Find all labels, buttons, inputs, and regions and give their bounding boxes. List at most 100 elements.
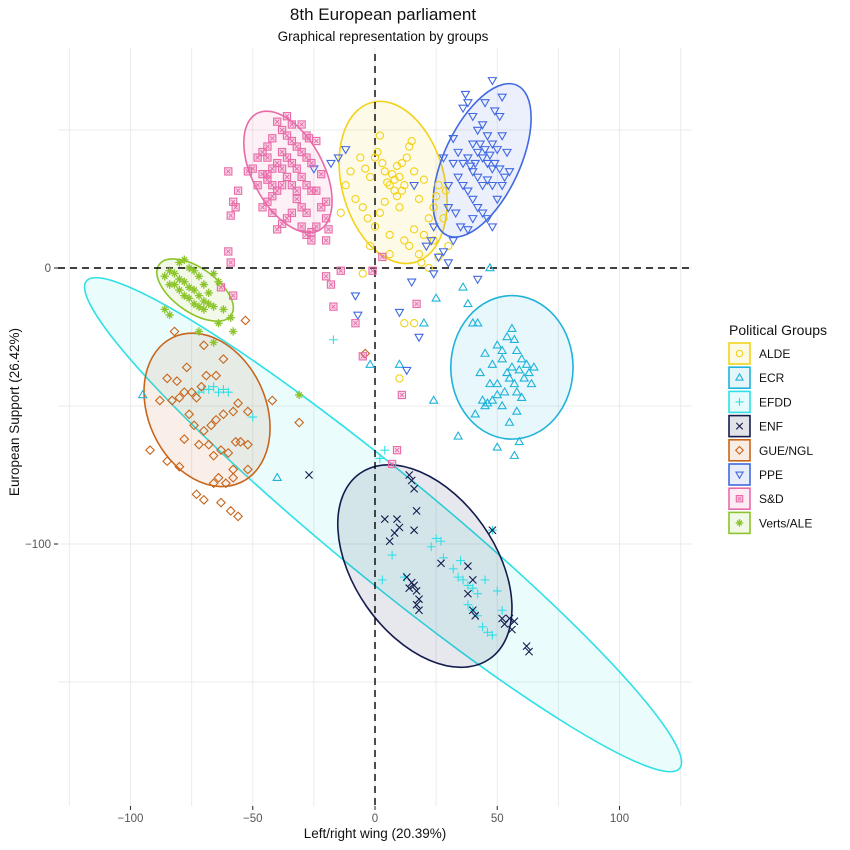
legend-marker-icon xyxy=(735,349,744,358)
data-point xyxy=(224,247,233,256)
data-point xyxy=(394,308,405,318)
data-point xyxy=(165,266,174,275)
data-point xyxy=(312,186,321,195)
data-point xyxy=(492,195,503,205)
data-point xyxy=(352,311,363,321)
data-point xyxy=(406,278,417,288)
data-point xyxy=(228,406,239,417)
data-point xyxy=(268,192,277,201)
series-alde xyxy=(336,131,453,383)
data-point xyxy=(287,136,297,146)
data-point xyxy=(282,112,292,121)
data-point xyxy=(472,204,483,213)
data-point xyxy=(400,236,409,245)
data-point xyxy=(463,589,472,598)
data-point xyxy=(487,359,498,368)
data-point xyxy=(409,181,420,191)
data-point xyxy=(424,263,433,273)
data-point xyxy=(522,642,531,651)
data-point xyxy=(294,417,305,428)
data-point xyxy=(180,255,189,264)
data-point xyxy=(302,153,311,162)
data-point xyxy=(385,537,394,546)
data-point xyxy=(383,178,392,187)
data-point xyxy=(375,131,385,140)
data-point xyxy=(484,262,495,272)
data-point xyxy=(273,158,282,168)
data-point xyxy=(467,140,478,150)
data-point xyxy=(509,334,520,344)
data-point xyxy=(480,146,490,155)
data-point xyxy=(436,536,446,546)
data-point xyxy=(287,158,297,168)
data-point xyxy=(482,132,493,141)
data-point xyxy=(465,162,476,172)
data-point xyxy=(317,203,326,212)
data-point xyxy=(253,181,262,190)
data-point xyxy=(392,446,402,455)
data-point xyxy=(380,445,390,455)
data-point xyxy=(363,214,372,223)
legend-title: Political Groups xyxy=(729,322,827,338)
data-point xyxy=(511,406,522,415)
data-point xyxy=(433,253,444,263)
data-point xyxy=(162,373,173,384)
data-point xyxy=(196,381,207,392)
data-point xyxy=(312,222,321,231)
data-point xyxy=(387,170,397,179)
legend-key xyxy=(728,342,751,365)
legend-marker-icon xyxy=(735,519,744,527)
data-point xyxy=(502,148,512,158)
data-point xyxy=(477,154,488,163)
data-point xyxy=(292,194,301,204)
legend-item: PPE xyxy=(728,463,783,486)
data-point xyxy=(510,617,519,626)
data-point xyxy=(394,359,405,368)
data-point xyxy=(198,425,209,436)
data-point xyxy=(223,447,234,458)
data-point xyxy=(395,374,404,383)
data-point xyxy=(385,230,394,240)
data-point xyxy=(455,223,466,232)
data-point xyxy=(204,385,214,394)
data-point xyxy=(468,606,477,615)
data-point xyxy=(282,131,292,140)
data-point xyxy=(487,181,498,191)
legend-marker-icon xyxy=(735,494,744,503)
data-point xyxy=(487,395,498,404)
data-point xyxy=(471,611,480,620)
legend-item: GUE/NGL xyxy=(728,438,813,462)
data-point xyxy=(470,159,481,169)
data-point xyxy=(170,280,179,289)
data-point xyxy=(516,353,527,363)
data-point xyxy=(468,575,477,584)
data-point xyxy=(336,266,345,275)
data-point xyxy=(165,280,174,289)
legend-item: S&D xyxy=(728,487,784,511)
data-point xyxy=(482,176,493,185)
data-point xyxy=(292,164,301,173)
ellipse-gue-ngl xyxy=(143,332,271,488)
data-point xyxy=(463,600,473,610)
y-tick-label: −100 xyxy=(25,539,51,551)
data-point xyxy=(472,126,483,136)
data-point xyxy=(226,211,235,220)
data-point xyxy=(287,120,297,129)
data-point xyxy=(528,362,539,371)
chart-subtitle: Graphical representation by groups xyxy=(278,29,489,44)
data-point xyxy=(475,367,486,377)
data-point xyxy=(282,153,292,162)
data-point xyxy=(499,386,510,396)
data-point xyxy=(304,134,314,143)
data-point xyxy=(467,168,478,177)
data-point xyxy=(480,575,490,585)
data-point xyxy=(160,305,169,314)
data-point xyxy=(509,450,520,459)
data-point xyxy=(380,515,389,524)
data-point xyxy=(472,275,483,285)
data-point xyxy=(277,219,287,228)
data-point xyxy=(365,359,376,368)
data-point xyxy=(329,335,338,345)
data-point xyxy=(167,395,178,406)
